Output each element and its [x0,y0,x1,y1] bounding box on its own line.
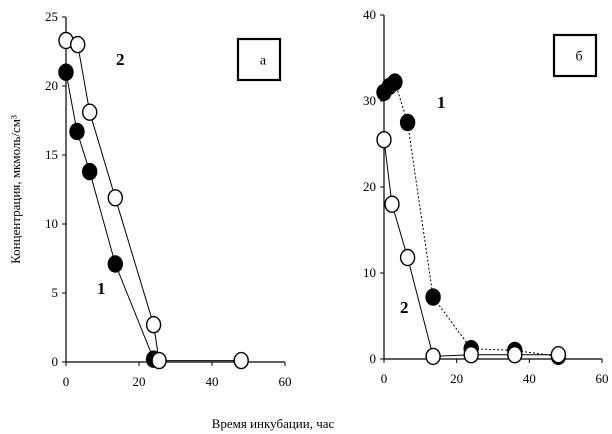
x-tick-label: 40 [523,371,536,386]
data-point-open [384,195,400,213]
data-point-open [507,346,523,364]
x-tick-label: 60 [279,374,292,389]
series-2-line [383,139,559,357]
x-tick-label: 20 [133,374,146,389]
x-tick-label: 40 [206,374,219,389]
y-tick-label: 0 [370,351,377,366]
y-tick-label: 10 [45,216,58,231]
data-point-open [233,351,249,370]
y-tick-label: 25 [45,9,58,24]
data-point-filled [425,288,441,306]
x-tick-label: 0 [381,371,388,386]
series-1-label: 1 [97,279,106,298]
series-1-line [65,72,155,360]
panel-letter: б [575,50,582,65]
data-point-open [425,347,441,366]
y-tick-label: 20 [45,78,58,93]
data-point-open [81,103,98,121]
data-point-open [107,189,124,207]
data-point-open [376,130,392,149]
panel-letter: а [260,54,267,69]
data-point-filled [58,63,74,81]
x-tick-label: 20 [450,371,463,386]
y-tick-label: 15 [45,147,58,162]
data-point-open [145,316,162,334]
data-point-filled [387,73,403,91]
data-point-filled [81,162,98,181]
y-tick-label: 30 [363,93,376,108]
x-tick-label: 0 [63,374,70,389]
y-tick-label: 40 [363,7,376,22]
x-tick-label: 60 [596,371,609,386]
panel-letter-box [236,37,282,82]
data-point-filled [107,255,124,273]
y-tick-label: 0 [52,354,59,369]
data-point-open [550,346,567,364]
data-point-open [399,248,416,267]
series-2-label: 2 [400,298,409,317]
y-tick-label: 10 [363,265,376,280]
series-2-line [65,40,242,362]
series-2-label: 2 [116,50,125,69]
data-point-filled [69,122,85,141]
y-tick-label: 5 [52,285,59,300]
panel-letter-box [552,33,598,78]
series-1-label: 1 [437,93,446,112]
data-point-open [151,351,167,370]
data-point-open [69,35,86,54]
y-axis-title: Концентрация, мкмоль/см³ [8,115,23,264]
x-axis-title: Время инкубации, час [212,416,335,431]
data-point-filled [399,113,416,132]
data-point-open [463,346,479,364]
y-tick-label: 20 [363,179,376,194]
